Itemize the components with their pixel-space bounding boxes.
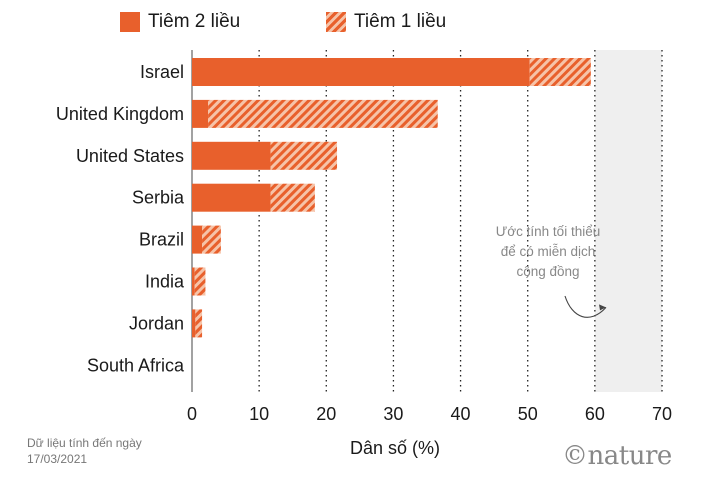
bar-two-doses — [192, 141, 271, 170]
x-tick-label: 30 — [383, 404, 403, 424]
herd-immunity-band — [594, 50, 662, 392]
x-tick-label: 50 — [518, 404, 538, 424]
legend-item-one-dose: Tiêm 1 liều — [326, 8, 446, 36]
bar-one-dose — [202, 225, 221, 254]
category-label: Israel — [140, 62, 184, 82]
category-label: United States — [76, 146, 184, 166]
bar-two-doses — [192, 309, 196, 338]
bar-two-doses — [192, 99, 209, 128]
annotation-text: để có miễn dịch — [501, 244, 596, 259]
bar-one-dose — [208, 99, 438, 128]
legend-label-two-doses: Tiêm 2 liều — [148, 11, 241, 32]
bar-one-dose — [194, 267, 206, 296]
x-tick-label: 20 — [316, 404, 336, 424]
legend-item-two-doses: Tiêm 2 liều — [120, 8, 240, 36]
x-tick-label: 70 — [652, 404, 672, 424]
legend-swatch-solid — [120, 12, 140, 32]
legend-swatch-hatched — [326, 12, 346, 32]
bar-one-dose — [195, 309, 203, 338]
x-tick-label: 10 — [249, 404, 269, 424]
x-tick-label: 0 — [187, 404, 197, 424]
category-label: Brazil — [139, 230, 184, 250]
category-label: Serbia — [132, 188, 185, 208]
bar-two-doses — [192, 183, 271, 212]
x-tick-label: 60 — [585, 404, 605, 424]
bar-one-dose — [529, 58, 591, 86]
annotation-text: cộng đồng — [516, 264, 579, 279]
footnote-line-1: Dữ liệu tính đến ngày — [27, 436, 142, 450]
annotation-arrowhead — [599, 304, 606, 311]
annotation-text: Ước tính tối thiểu — [496, 224, 600, 239]
category-label: India — [145, 272, 185, 292]
legend-label-one-dose: Tiêm 1 liều — [354, 11, 447, 32]
bar-two-doses — [192, 225, 203, 254]
footnote-line-2: 17/03/2021 — [27, 452, 88, 466]
data-date-footnote: Dữ liệu tính đến ngày 17/03/2021 — [27, 435, 177, 467]
category-label: South Africa — [87, 355, 185, 375]
category-label: Jordan — [129, 313, 184, 333]
x-axis-title: Dân số (%) — [349, 438, 441, 458]
bar-one-dose — [270, 183, 315, 212]
bar-one-dose — [270, 141, 338, 170]
bar-two-doses — [192, 58, 530, 86]
bar-two-doses — [192, 267, 195, 296]
category-label: United Kingdom — [56, 104, 184, 124]
x-tick-label: 40 — [451, 404, 471, 424]
annotation-arrow — [564, 295, 607, 318]
nature-logo: ©nature — [562, 441, 672, 471]
